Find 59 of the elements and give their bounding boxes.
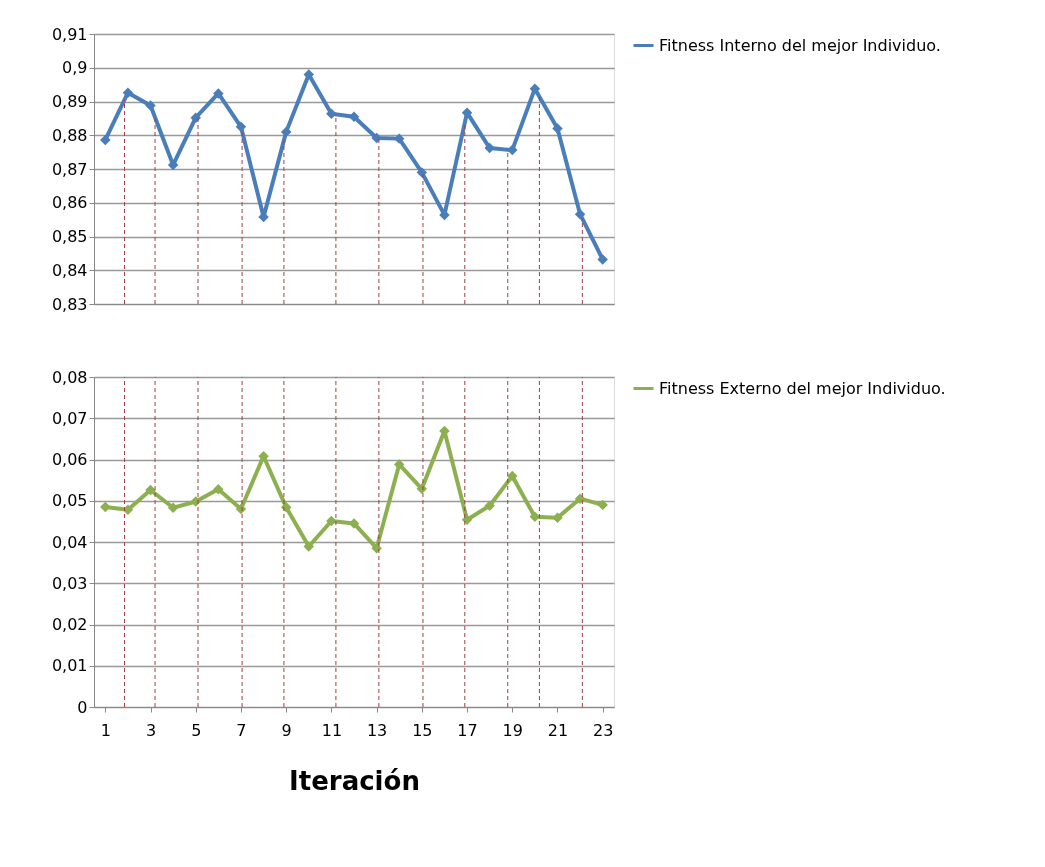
point	[574, 208, 586, 220]
point	[416, 167, 428, 178]
x-tick-label: 3	[145, 720, 157, 740]
legend-label: Fitness Interno del mejor Individuo.	[659, 35, 941, 55]
y-tick-label: 0,01	[51, 656, 88, 676]
point	[145, 100, 156, 111]
point	[597, 254, 608, 265]
point	[122, 87, 134, 98]
y-tick-label: 0,07	[51, 408, 88, 428]
x-tick-label: 11	[321, 720, 343, 740]
point	[303, 69, 315, 80]
y-tick-label: 0,84	[51, 260, 88, 280]
y-tick-label: 0,08	[51, 367, 88, 387]
point	[529, 83, 541, 94]
x-tick-label: 21	[547, 720, 569, 740]
point	[326, 108, 337, 119]
point	[258, 450, 269, 462]
y-tick-label: 0,05	[51, 491, 88, 511]
y-tick-label: 0,91	[51, 24, 88, 44]
x-axis-title: Iteración	[289, 765, 420, 796]
point	[213, 88, 224, 99]
y-tick-label: 0,04	[51, 532, 88, 552]
x-tick-label: 13	[366, 720, 388, 740]
y-tick-label: 0,06	[51, 450, 88, 469]
y-tick-label: 0	[77, 697, 88, 717]
y-tick-label: 0,87	[51, 159, 88, 179]
point	[100, 134, 111, 146]
point	[597, 499, 608, 511]
point	[235, 121, 247, 133]
y-tick-label: 0,9	[62, 58, 88, 78]
point	[100, 501, 111, 513]
point	[484, 142, 495, 154]
y-tick-label: 0,85	[51, 227, 88, 246]
y-tick-label: 0,86	[51, 193, 88, 213]
point	[552, 512, 563, 523]
point	[507, 470, 518, 482]
x-tick-label: 23	[593, 720, 614, 740]
x-tick-label: 1	[100, 720, 111, 740]
point	[552, 123, 563, 134]
x-tick-label: 19	[502, 720, 523, 740]
point	[507, 144, 518, 156]
point	[167, 502, 179, 514]
point	[461, 514, 473, 525]
y-tick-label: 0,89	[51, 92, 88, 111]
point	[190, 112, 201, 123]
x-tick-label: 17	[457, 720, 478, 740]
x-tick-label: 7	[236, 720, 247, 740]
y-tick-label: 0,03	[51, 573, 88, 593]
point	[484, 500, 495, 511]
y-tick-label: 0,88	[51, 125, 88, 145]
point	[213, 483, 224, 495]
legend-label: Fitness Externo del mejor Individuo.	[659, 378, 946, 398]
y-tick-label: 0,02	[51, 615, 88, 634]
y-tick-label: 0,83	[51, 294, 88, 314]
x-tick-label: 9	[281, 720, 292, 740]
x-tick-label: 5	[191, 720, 202, 740]
x-tick-label: 15	[412, 720, 433, 740]
point	[303, 541, 315, 552]
point	[393, 459, 405, 470]
